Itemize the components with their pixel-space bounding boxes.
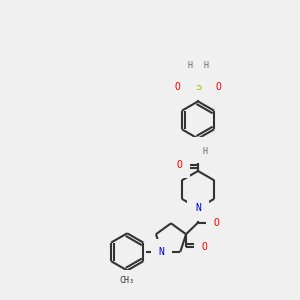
- Text: O: O: [176, 160, 182, 170]
- Text: N: N: [195, 145, 201, 155]
- Text: O: O: [214, 218, 220, 228]
- Text: N: N: [159, 247, 165, 257]
- Text: H: H: [203, 147, 208, 156]
- Text: O: O: [202, 242, 208, 252]
- Text: S: S: [195, 82, 201, 92]
- Text: O: O: [175, 82, 181, 92]
- Text: N: N: [195, 68, 201, 78]
- Text: H: H: [188, 61, 193, 70]
- Text: O: O: [215, 82, 221, 92]
- Text: H: H: [203, 61, 208, 70]
- Text: CH₃: CH₃: [120, 277, 135, 286]
- Text: N: N: [195, 203, 201, 213]
